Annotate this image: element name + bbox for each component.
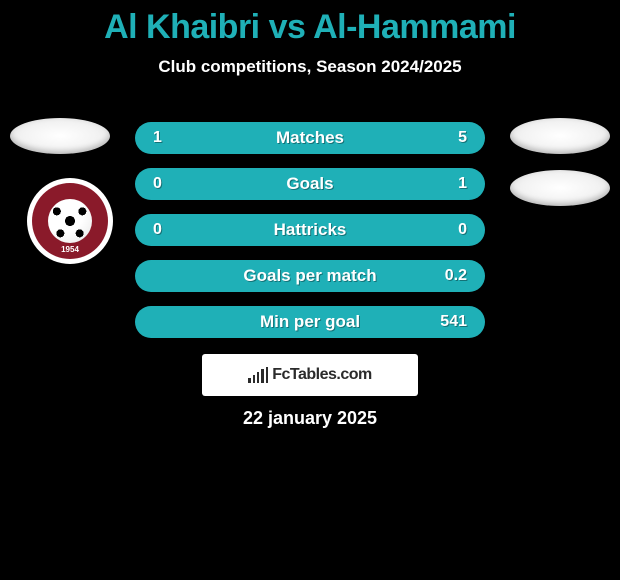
- player-left-club-crest: 1954: [27, 178, 113, 264]
- stat-left-value: 1: [153, 129, 193, 147]
- player-left-flag-1: [10, 118, 110, 154]
- stats-table: 1 Matches 5 0 Goals 1 0 Hattricks 0 Goal…: [135, 122, 485, 352]
- player-right-flag-2: [510, 170, 610, 206]
- stat-right-value: 541: [427, 313, 467, 331]
- bar-chart-icon: [248, 367, 268, 383]
- stat-label: Goals: [193, 174, 427, 194]
- stat-label: Hattricks: [193, 220, 427, 240]
- crest-circle: 1954: [32, 183, 108, 259]
- stat-label: Matches: [193, 128, 427, 148]
- soccer-ball-icon: [48, 199, 92, 243]
- page-title: Al Khaibri vs Al-Hammami: [0, 0, 620, 47]
- stat-row: 1 Matches 5: [135, 122, 485, 154]
- subtitle: Club competitions, Season 2024/2025: [0, 57, 620, 77]
- stat-right-value: 5: [427, 129, 467, 147]
- stat-row: Min per goal 541: [135, 306, 485, 338]
- crest-year: 1954: [32, 245, 108, 254]
- footer-attribution: FcTables.com: [202, 354, 418, 396]
- stat-label: Min per goal: [193, 312, 427, 332]
- stat-row: 0 Hattricks 0: [135, 214, 485, 246]
- player-right-flag-1: [510, 118, 610, 154]
- stat-right-value: 1: [427, 175, 467, 193]
- footer-brand-text: FcTables.com: [272, 366, 372, 384]
- stat-label: Goals per match: [193, 266, 427, 286]
- date-label: 22 january 2025: [0, 408, 620, 429]
- stat-left-value: 0: [153, 221, 193, 239]
- stat-row: 0 Goals 1: [135, 168, 485, 200]
- stat-row: Goals per match 0.2: [135, 260, 485, 292]
- stat-right-value: 0: [427, 221, 467, 239]
- stat-left-value: 0: [153, 175, 193, 193]
- stat-right-value: 0.2: [427, 267, 467, 285]
